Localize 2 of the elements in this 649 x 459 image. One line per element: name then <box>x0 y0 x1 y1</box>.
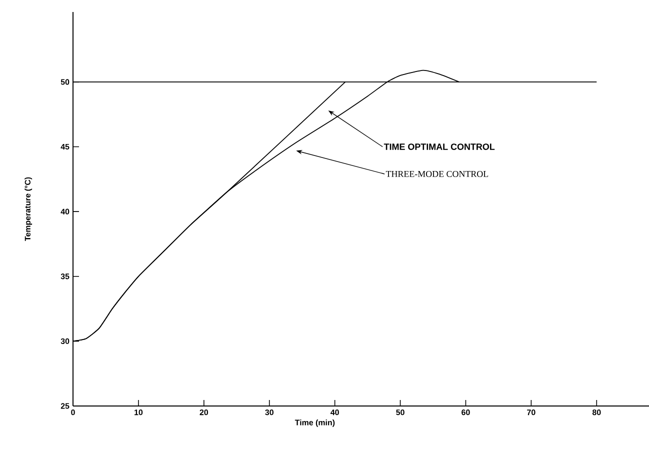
annotation: THREE-MODE CONTROL <box>386 170 488 178</box>
annotation: TIME OPTIMAL CONTROL <box>384 144 495 150</box>
